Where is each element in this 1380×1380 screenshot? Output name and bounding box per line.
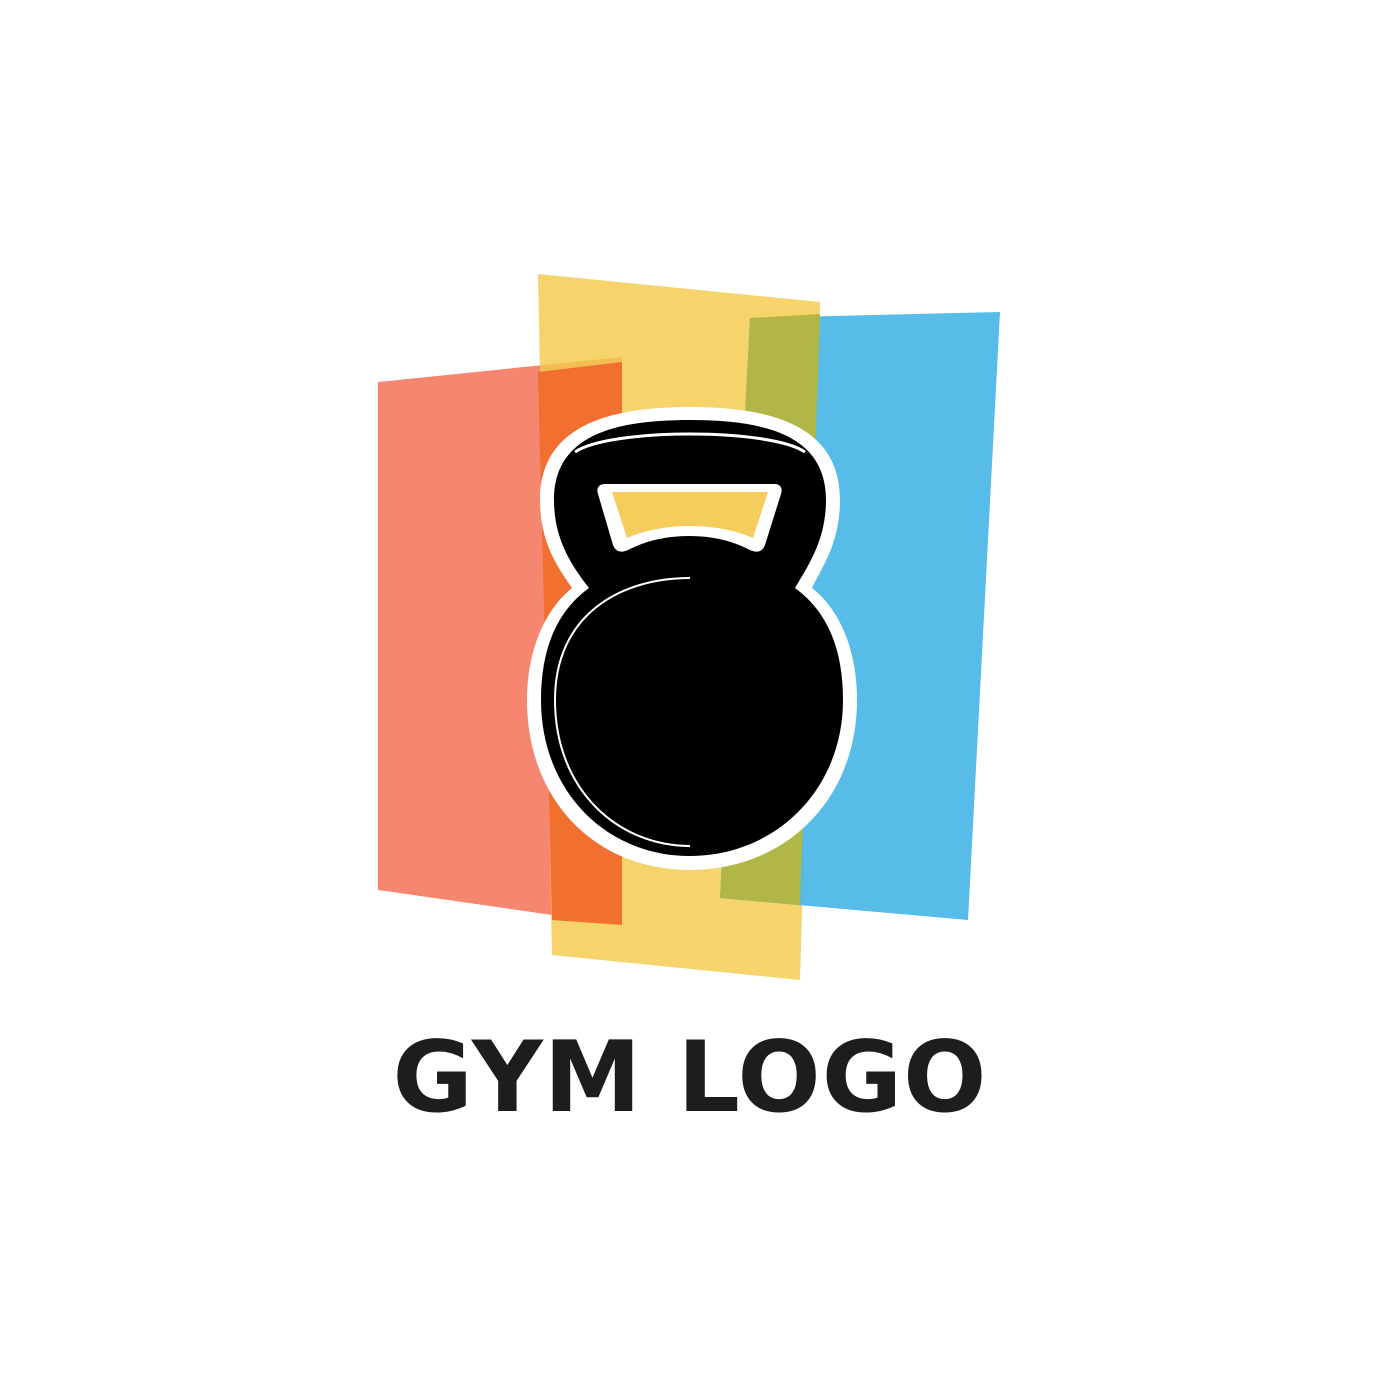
kettlebell-inner-line (553, 577, 691, 847)
kettlebell-handle-hole (612, 492, 768, 538)
logo-title: GYM LOGO (392, 1021, 988, 1135)
kettlebell-highlight (574, 432, 806, 454)
kettlebell-icon (527, 407, 857, 870)
